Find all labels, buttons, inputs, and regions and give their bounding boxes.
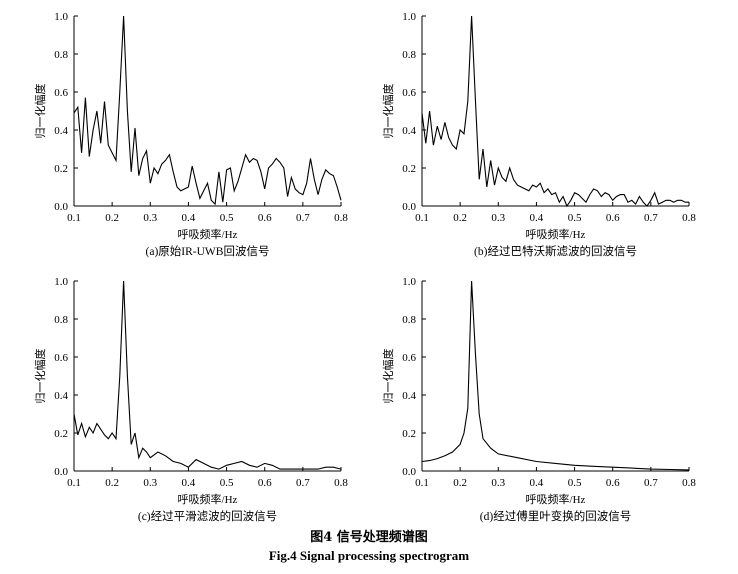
y-axis-label: 归一化幅度 [33,349,47,404]
x-tick-label: 0.5 [220,212,234,224]
x-tick-label: 0.2 [453,477,467,489]
x-tick-label: 0.7 [644,477,658,489]
y-tick-label: 0.2 [54,163,68,175]
x-tick-label: 0.3 [491,477,505,489]
x-tick-label: 0.6 [258,212,272,224]
y-tick-label: 0.8 [402,314,416,326]
y-tick-label: 0.0 [402,201,416,213]
x-tick-label: 0.1 [67,477,81,489]
chart-panel-3: 0.0 0.2 0.4 0.6 0.8 1.0 0.1 0.2 0.3 0.4 0.5 0.6 0.7 0… [33,276,348,523]
y-tick-label: 0.2 [402,428,416,440]
y-axis-label: 归一化幅度 [381,349,395,404]
figure-caption-english: Fig.4 Signal processing spectrogram [268,548,470,563]
x-tick-label: 0.5 [568,477,582,489]
y-tick-label: 1.0 [54,276,68,288]
y-tick-label: 0.8 [402,49,416,61]
y-tick-label: 1.0 [54,11,68,23]
x-tick-label: 0.3 [143,212,157,224]
x-tick-label: 0.2 [105,212,119,224]
x-tick-label: 0.6 [606,477,620,489]
figure-caption-chinese: 图4 信号处理频谱图 [310,530,428,545]
y-tick-label: 0.4 [402,125,416,137]
x-tick-label: 0.8 [334,477,348,489]
x-tick-label: 0.6 [606,212,620,224]
x-axis-label: 呼吸频率/Hz [526,492,586,506]
chart-panel-1: 0.0 0.2 0.4 0.6 0.8 1.0 0.1 0.2 0.3 0.4 0.5 0.6 0.7 0… [33,11,348,258]
x-tick-label: 0.6 [258,477,272,489]
x-axis-label: 呼吸频率/Hz [178,227,238,241]
series-line [73,280,342,470]
panel-caption: (c)经过平滑滤波的回波信号 [138,509,277,523]
x-tick-label: 0.8 [682,477,696,489]
x-tick-label: 0.7 [296,477,310,489]
y-tick-label: 0.2 [54,428,68,440]
y-tick-label: 0.6 [54,352,68,364]
y-tick-label: 0.6 [402,87,416,99]
panel-caption: (a)原始IR-UWB回波信号 [146,244,270,258]
y-tick-label: 0.0 [54,466,68,478]
series-line [421,15,689,208]
y-axis-label: 归一化幅度 [33,84,47,139]
y-tick-label: 0.2 [402,163,416,175]
y-tick-label: 0.8 [54,49,68,61]
x-tick-label: 0.1 [415,477,429,489]
y-tick-label: 0.4 [54,390,68,402]
x-axis-label: 呼吸频率/Hz [178,492,238,506]
x-tick-label: 0.8 [682,212,696,224]
x-tick-label: 0.2 [453,212,467,224]
x-tick-label: 0.1 [415,212,429,224]
x-tick-label: 0.4 [530,212,544,224]
y-tick-label: 0.4 [54,125,68,137]
y-tick-label: 1.0 [402,11,416,23]
y-tick-label: 0.6 [402,352,416,364]
x-tick-label: 0.1 [67,212,81,224]
x-tick-label: 0.4 [182,477,196,489]
y-tick-label: 0.6 [54,87,68,99]
y-tick-label: 0.8 [54,314,68,326]
x-tick-label: 0.3 [491,212,505,224]
y-axis-label: 归一化幅度 [381,84,395,139]
series-line [73,15,342,206]
y-tick-label: 0.4 [402,390,416,402]
x-tick-label: 0.5 [568,212,582,224]
x-tick-label: 0.3 [143,477,157,489]
y-tick-label: 0.0 [54,201,68,213]
x-tick-label: 0.4 [182,212,196,224]
x-tick-label: 0.2 [105,477,119,489]
x-axis-label: 呼吸频率/Hz [526,227,586,241]
x-tick-label: 0.8 [334,212,348,224]
panel-caption: (d)经过傅里叶变换的回波信号 [480,509,631,523]
x-tick-label: 0.7 [644,212,658,224]
x-tick-label: 0.4 [530,477,544,489]
series-line [421,280,690,471]
x-tick-label: 0.5 [220,477,234,489]
x-tick-label: 0.7 [296,212,310,224]
y-tick-label: 1.0 [402,276,416,288]
panel-caption: (b)经过巴特沃斯滤波的回波信号 [474,244,637,258]
y-tick-label: 0.0 [402,466,416,478]
chart-panel-4: 0.0 0.2 0.4 0.6 0.8 1.0 0.1 0.2 0.3 0.4 0.5 0.6 0.7 0… [381,276,696,523]
chart-panel-2: 0.0 0.2 0.4 0.6 0.8 1.0 0.1 0.2 0.3 0.4 0.5 0.6 0.7 0… [381,11,696,258]
